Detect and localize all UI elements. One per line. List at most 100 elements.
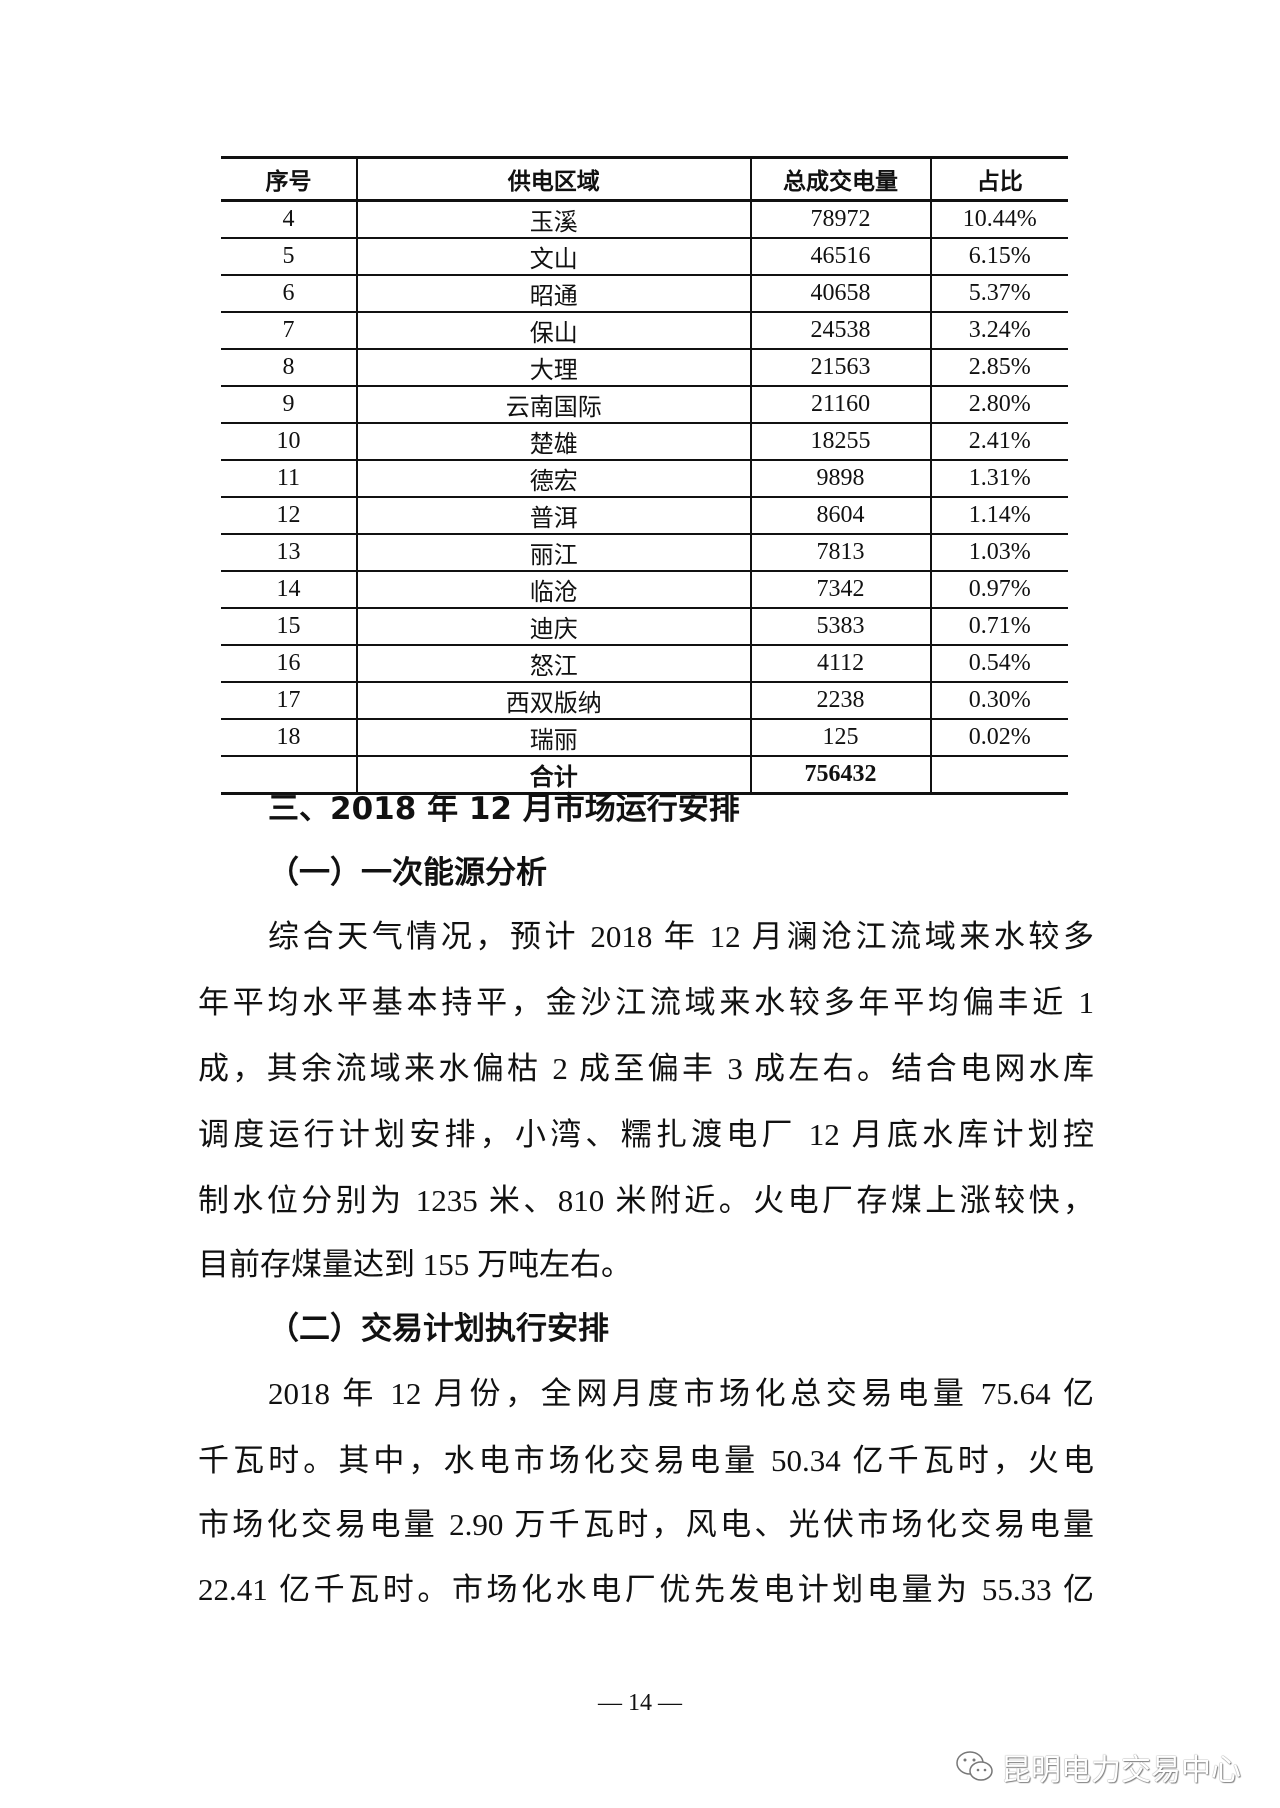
cell-region: 保山 <box>355 312 751 350</box>
header-index: 序号 <box>221 157 357 202</box>
cell-volume: 9898 <box>749 460 931 498</box>
cell-region: 怒江 <box>355 645 751 683</box>
cell-index: 4 <box>221 200 357 239</box>
cell-index: 18 <box>221 719 357 757</box>
cell-share: 0.97% <box>929 571 1068 609</box>
cell-region: 德宏 <box>355 460 751 498</box>
subsection-heading-1: （一）一次能源分析 <box>268 855 547 891</box>
cell-index: 16 <box>221 645 357 683</box>
paragraph-line: 成，其余流域来水偏枯 2 成至偏丰 3 成左右。结合电网水库 <box>198 1051 1094 1086</box>
cell-share: 5.37% <box>929 275 1068 313</box>
table-row: 11 德宏 9898 1.31% <box>221 460 1068 498</box>
cell-share: 2.80% <box>929 386 1068 424</box>
cell-index: 11 <box>221 460 357 498</box>
cell-share: 1.03% <box>929 534 1068 572</box>
trade-volume-table: 序号 供电区域 总成交电量 占比 4 玉溪 78972 10.44% 5 文山 46516 6… <box>221 156 1068 795</box>
cell-volume: 18255 <box>749 423 931 461</box>
cell-index <box>221 756 357 795</box>
cell-region: 玉溪 <box>355 200 751 239</box>
cell-region: 丽江 <box>355 534 751 572</box>
table-row: 14 临沧 7342 0.97% <box>221 571 1068 609</box>
table-row: 4 玉溪 78972 10.44% <box>221 200 1068 239</box>
cell-region: 西双版纳 <box>355 682 751 720</box>
cell-share: 0.02% <box>929 719 1068 757</box>
paragraph-line: 年平均水平基本持平，金沙江流域来水较多年平均偏丰近 1 <box>198 985 1094 1020</box>
cell-share: 1.14% <box>929 497 1068 535</box>
cell-volume: 46516 <box>749 238 931 276</box>
table-row: 10 楚雄 18255 2.41% <box>221 423 1068 461</box>
cell-volume: 2238 <box>749 682 931 720</box>
cell-index: 13 <box>221 534 357 572</box>
table-row: 7 保山 24538 3.24% <box>221 312 1068 350</box>
table-row: 18 瑞丽 125 0.02% <box>221 719 1068 757</box>
cell-volume: 21563 <box>749 349 931 387</box>
cell-volume: 125 <box>749 719 931 757</box>
cell-index: 9 <box>221 386 357 424</box>
section-heading: 三、2018 年 12 月市场运行安排 <box>268 791 740 827</box>
page-number: — 14 — <box>598 1690 682 1716</box>
cell-share <box>929 756 1068 795</box>
cell-volume: 40658 <box>749 275 931 313</box>
cell-region: 瑞丽 <box>355 719 751 757</box>
table-row: 17 西双版纳 2238 0.30% <box>221 682 1068 720</box>
cell-volume: 5383 <box>749 608 931 646</box>
cell-volume: 756432 <box>749 756 931 795</box>
cell-region: 临沧 <box>355 571 751 609</box>
paragraph-line: 调度运行计划安排，小湾、糯扎渡电厂 12 月底水库计划控 <box>198 1117 1094 1152</box>
header-volume: 总成交电量 <box>749 157 931 202</box>
cell-volume: 8604 <box>749 497 931 535</box>
subsection-heading-2: （二）交易计划执行安排 <box>268 1311 609 1347</box>
cell-region: 文山 <box>355 238 751 276</box>
cell-region: 迪庆 <box>355 608 751 646</box>
paragraph-line: 制水位分别为 1235 米、810 米附近。火电厂存煤上涨较快， <box>198 1183 1094 1218</box>
cell-volume: 24538 <box>749 312 931 350</box>
cell-share: 0.54% <box>929 645 1068 683</box>
cell-share: 1.31% <box>929 460 1068 498</box>
cell-index: 5 <box>221 238 357 276</box>
paragraph-line: 千瓦时。其中，水电市场化交易电量 50.34 亿千瓦时，火电 <box>198 1443 1094 1478</box>
wechat-icon <box>956 1751 993 1781</box>
cell-volume: 7342 <box>749 571 931 609</box>
table-row: 15 迪庆 5383 0.71% <box>221 608 1068 646</box>
cell-volume: 4112 <box>749 645 931 683</box>
cell-index: 15 <box>221 608 357 646</box>
cell-index: 7 <box>221 312 357 350</box>
table-row: 6 昭通 40658 5.37% <box>221 275 1068 313</box>
cell-share: 3.24% <box>929 312 1068 350</box>
cell-share: 10.44% <box>929 200 1068 239</box>
cell-region: 楚雄 <box>355 423 751 461</box>
table-row: 5 文山 46516 6.15% <box>221 238 1068 276</box>
watermark-text: 昆明电力交易中心 <box>1001 1753 1241 1788</box>
watermark: 昆明电力交易中心 <box>955 1745 1241 1789</box>
cell-share: 2.85% <box>929 349 1068 387</box>
cell-index: 12 <box>221 497 357 535</box>
paragraph-line: 市场化交易电量 2.90 万千瓦时，风电、光伏市场化交易电量 <box>198 1507 1094 1542</box>
cell-region: 普洱 <box>355 497 751 535</box>
cell-region: 昭通 <box>355 275 751 313</box>
cell-volume: 7813 <box>749 534 931 572</box>
table-row: 16 怒江 4112 0.54% <box>221 645 1068 683</box>
paragraph-line: 综合天气情况，预计 2018 年 12 月澜沧江流域来水较多 <box>268 919 1094 954</box>
table-row: 13 丽江 7813 1.03% <box>221 534 1068 572</box>
header-share: 占比 <box>929 157 1068 202</box>
cell-index: 14 <box>221 571 357 609</box>
paragraph-line: 2018 年 12 月份，全网月度市场化总交易电量 75.64 亿 <box>268 1376 1094 1411</box>
cell-region: 云南国际 <box>355 386 751 424</box>
cell-volume: 21160 <box>749 386 931 424</box>
cell-share: 0.30% <box>929 682 1068 720</box>
cell-share: 2.41% <box>929 423 1068 461</box>
cell-region: 大理 <box>355 349 751 387</box>
cell-volume: 78972 <box>749 200 931 239</box>
cell-index: 6 <box>221 275 357 313</box>
cell-region: 合计 <box>355 756 751 795</box>
cell-index: 10 <box>221 423 357 461</box>
cell-share: 6.15% <box>929 238 1068 276</box>
table-header-row: 序号 供电区域 总成交电量 占比 <box>221 157 1068 202</box>
table-row: 9 云南国际 21160 2.80% <box>221 386 1068 424</box>
cell-share: 0.71% <box>929 608 1068 646</box>
header-region: 供电区域 <box>355 157 751 202</box>
paragraph-line: 目前存煤量达到 155 万吨左右。 <box>198 1247 632 1282</box>
cell-index: 17 <box>221 682 357 720</box>
table-total-row: 合计 756432 <box>221 756 1068 795</box>
table-row: 12 普洱 8604 1.14% <box>221 497 1068 535</box>
